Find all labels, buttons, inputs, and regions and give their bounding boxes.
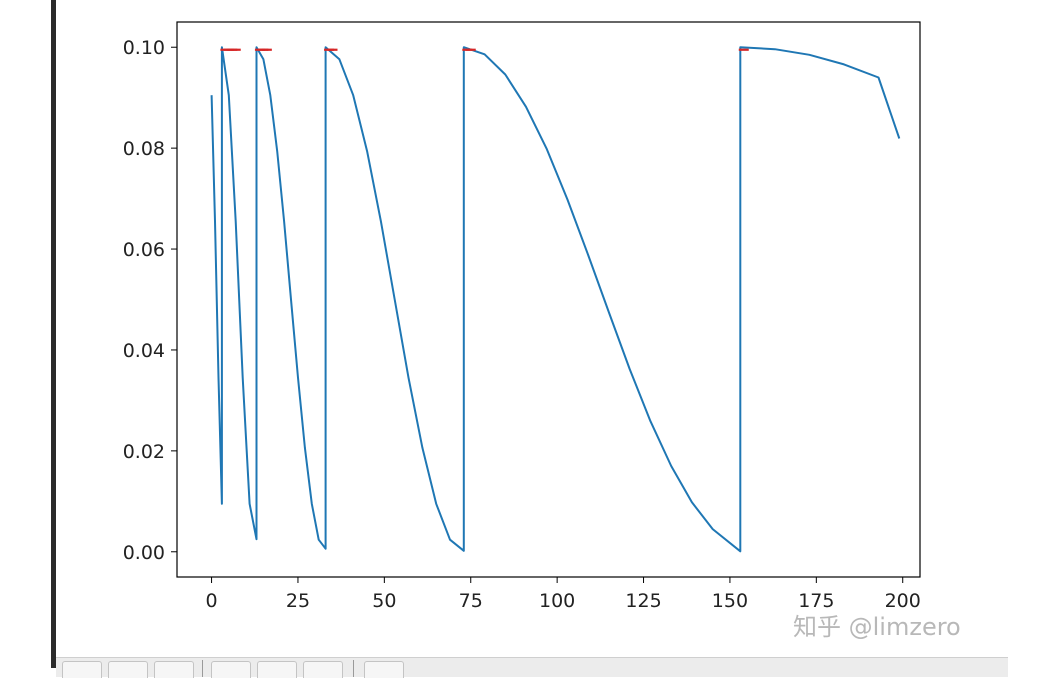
window-left-border	[51, 0, 56, 668]
plot-area	[177, 22, 920, 577]
toolbar-forward-button[interactable]	[154, 661, 194, 678]
toolbar-configure-button[interactable]	[303, 661, 343, 678]
series-line-0	[210, 46, 901, 553]
x-tick-label: 150	[712, 590, 748, 612]
x-tick-label: 125	[625, 590, 661, 612]
toolbar-pan-button[interactable]	[211, 661, 251, 678]
toolbar-back-button[interactable]	[108, 661, 148, 678]
y-axis: 0.00 0.02 0.04 0.06 0.08 0.10	[123, 37, 177, 564]
y-tick-label: 0.00	[123, 542, 165, 564]
y-tick-label: 0.06	[123, 239, 165, 261]
x-tick-label: 75	[459, 590, 483, 612]
x-tick-label: 25	[286, 590, 310, 612]
toolbar-home-button[interactable]	[62, 661, 102, 678]
toolbar-separator	[202, 660, 203, 677]
figure-toolbar	[56, 657, 1008, 678]
plot-frame	[176, 21, 921, 578]
series-layer	[210, 46, 901, 553]
x-tick-label: 50	[372, 590, 396, 612]
y-tick-label: 0.08	[123, 138, 165, 160]
x-tick-label: 200	[885, 590, 921, 612]
y-tick-label: 0.04	[123, 340, 165, 362]
x-axis: 0 25 50 75 100 125 150 175 200	[206, 577, 921, 612]
x-tick-label: 0	[206, 590, 218, 612]
toolbar-zoom-button[interactable]	[257, 661, 297, 678]
x-tick-label: 175	[798, 590, 834, 612]
y-tick-label: 0.10	[123, 37, 165, 59]
watermark: 知乎 @limzero	[793, 613, 961, 641]
y-tick-label: 0.02	[123, 441, 165, 463]
toolbar-separator	[353, 660, 354, 677]
x-tick-label: 100	[539, 590, 575, 612]
toolbar-save-button[interactable]	[364, 661, 404, 678]
